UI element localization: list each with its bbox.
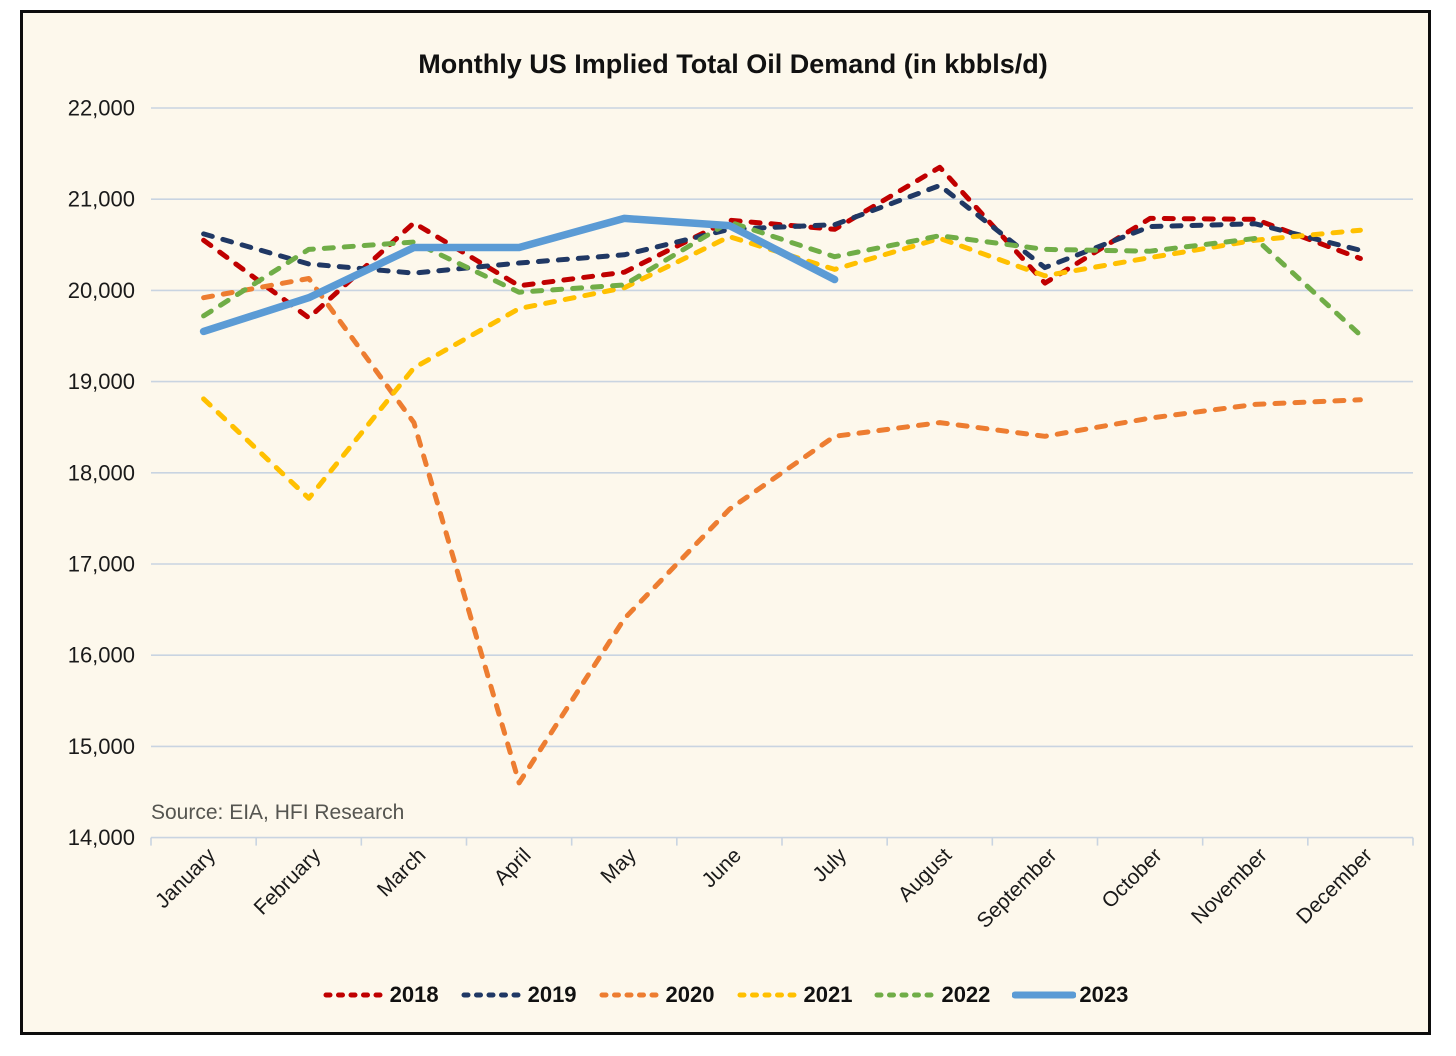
legend-label-2023: 2023 bbox=[1079, 982, 1129, 1007]
x-axis-month-label: June bbox=[697, 844, 745, 892]
line-chart: 22,000 21,000 20,000 19,000 18,000 17,000 16,0… bbox=[68, 49, 1414, 933]
y-axis-tick-label: 22,000 bbox=[68, 96, 135, 121]
x-axis-month-label: March bbox=[373, 844, 431, 902]
series-line-2020 bbox=[201, 276, 1363, 786]
series-line-2019 bbox=[201, 183, 1363, 276]
legend-label-2020: 2020 bbox=[665, 982, 715, 1007]
legend-swatch-2020 bbox=[599, 992, 663, 998]
y-axis-tick-label: 20,000 bbox=[68, 278, 135, 303]
legend-swatch-2018 bbox=[323, 992, 387, 998]
series-line-2018 bbox=[201, 164, 1363, 321]
x-axis-month-label: July bbox=[808, 844, 851, 887]
legend-label-2019: 2019 bbox=[527, 982, 577, 1007]
x-axis-month-label: May bbox=[596, 844, 641, 889]
series-line-2023 bbox=[199, 214, 839, 336]
y-axis-tick-label: 14,000 bbox=[68, 825, 135, 850]
legend-swatch-2019 bbox=[461, 992, 525, 998]
legend-item-2022: 2022 bbox=[874, 982, 990, 1008]
legend-swatch-2022 bbox=[874, 992, 938, 998]
legend-swatch-2023 bbox=[1012, 991, 1077, 999]
legend-label-2022: 2022 bbox=[941, 982, 991, 1007]
legend-item-2021: 2021 bbox=[737, 982, 853, 1008]
x-axis-month-label: November bbox=[1187, 844, 1272, 929]
x-axis-month-label: February bbox=[250, 844, 326, 920]
legend-item-2020: 2020 bbox=[599, 982, 715, 1008]
series-line-2022 bbox=[201, 219, 1363, 338]
y-axis-tick-label: 17,000 bbox=[68, 552, 135, 577]
x-axis-month-label: August bbox=[894, 844, 957, 907]
legend-item-2023: 2023 bbox=[1012, 982, 1128, 1008]
source-note: Source: EIA, HFI Research bbox=[151, 801, 404, 824]
y-axis-tick-label: 18,000 bbox=[68, 460, 135, 485]
legend-swatch-2021 bbox=[737, 992, 800, 998]
legend-label-2018: 2018 bbox=[389, 982, 439, 1007]
chart-frame: 22,000 21,000 20,000 19,000 18,000 17,000 16,0… bbox=[20, 10, 1431, 1035]
x-axis-month-label: April bbox=[490, 844, 536, 890]
chart-title: Monthly US Implied Total Oil Demand (in … bbox=[418, 49, 1048, 79]
y-axis-tick-label: 21,000 bbox=[68, 187, 135, 212]
y-axis-tick-label: 16,000 bbox=[68, 643, 135, 668]
series-layer bbox=[199, 164, 1363, 786]
y-axis-tick-label: 15,000 bbox=[68, 734, 135, 759]
y-axis-tick-label: 19,000 bbox=[68, 369, 135, 394]
x-axis-month-label: September bbox=[973, 844, 1062, 933]
x-axis-month-label: December bbox=[1292, 844, 1377, 929]
legend-label-2021: 2021 bbox=[803, 982, 853, 1007]
legend-item-2019: 2019 bbox=[461, 982, 577, 1008]
chart-legend: 2018 2019 2020 2021 2022 2023 bbox=[23, 982, 1428, 1008]
legend-item-2018: 2018 bbox=[323, 982, 439, 1008]
x-axis-month-label: October bbox=[1098, 844, 1167, 913]
x-axis-month-label: January bbox=[151, 844, 220, 913]
series-line-2021 bbox=[201, 227, 1363, 501]
